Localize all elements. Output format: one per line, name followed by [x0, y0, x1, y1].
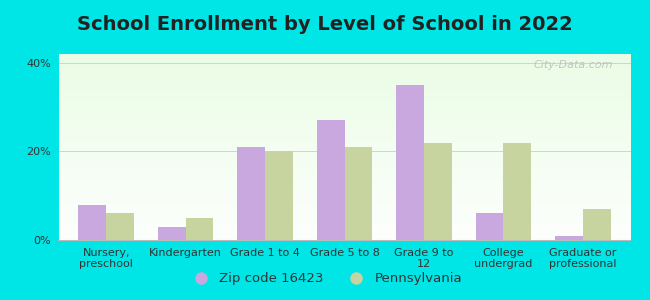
Bar: [344, 147, 372, 240]
Bar: [265, 152, 293, 240]
Bar: [424, 142, 452, 240]
Bar: [106, 213, 134, 240]
Bar: [476, 213, 503, 240]
Bar: [79, 205, 106, 240]
Bar: [158, 227, 186, 240]
Text: School Enrollment by Level of School in 2022: School Enrollment by Level of School in …: [77, 15, 573, 34]
Bar: [396, 85, 424, 240]
Bar: [237, 147, 265, 240]
Bar: [503, 142, 531, 240]
Bar: [555, 236, 583, 240]
Bar: [583, 209, 610, 240]
Legend: Zip code 16423, Pennsylvania: Zip code 16423, Pennsylvania: [182, 267, 468, 290]
Bar: [317, 120, 345, 240]
Bar: [186, 218, 213, 240]
Text: City-Data.com: City-Data.com: [534, 60, 614, 70]
